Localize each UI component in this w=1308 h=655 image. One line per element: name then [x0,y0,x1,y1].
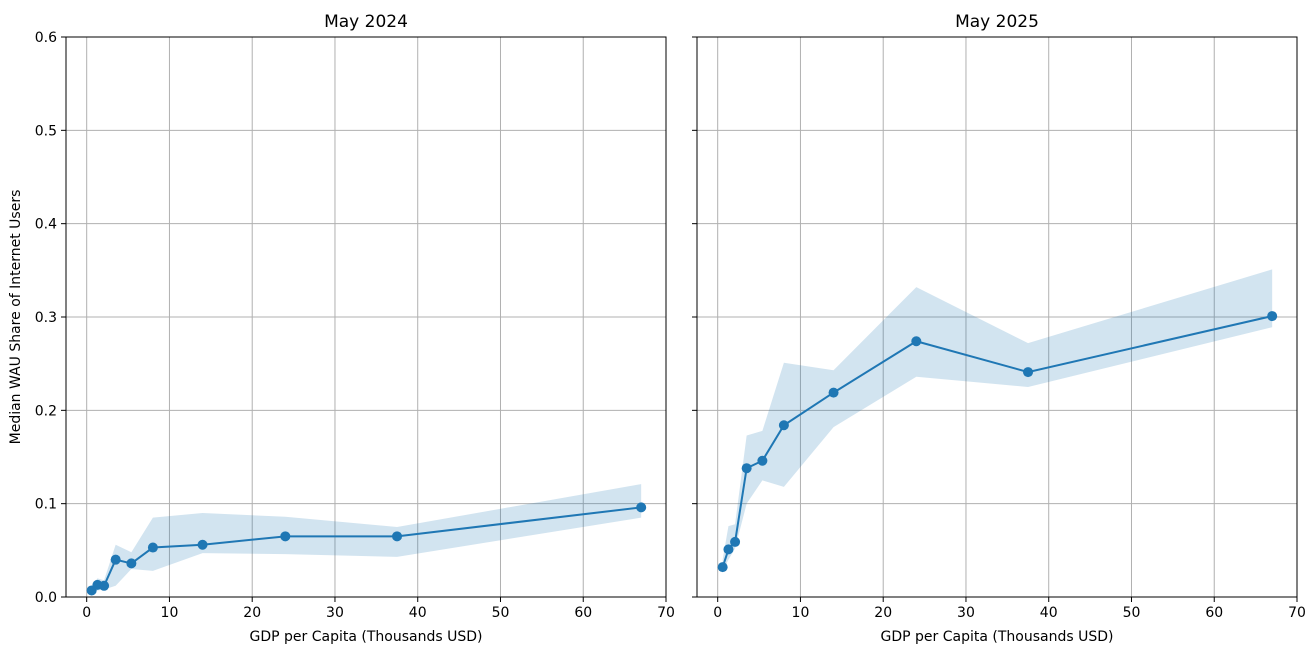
confidence-band [91,484,642,595]
x-tick-label: 50 [1123,605,1141,621]
data-point [636,502,647,513]
y-tick-label: 0.5 [35,123,57,139]
data-point [911,336,922,347]
data-point [126,558,137,569]
data-point [741,463,752,474]
x-tick-label: 0 [713,605,722,621]
data-point [110,554,121,565]
x-axis-label: GDP per Capita (Thousands USD) [881,629,1114,645]
x-tick-label: 30 [957,605,975,621]
y-tick-label: 0.0 [35,590,57,606]
x-tick-label: 50 [492,605,510,621]
x-tick-label: 30 [326,605,344,621]
x-tick-label: 10 [161,605,179,621]
data-point [723,544,734,555]
data-point [730,536,741,547]
x-tick-label: 60 [574,605,592,621]
x-tick-label: 40 [1040,605,1058,621]
data-point [197,539,208,550]
data-point [717,562,728,573]
data-point [1023,367,1034,378]
x-tick-label: 20 [874,605,892,621]
y-tick-label: 0.2 [35,403,57,419]
data-point [778,420,789,431]
x-tick-label: 60 [1205,605,1223,621]
y-tick-label: 0.4 [35,217,57,233]
x-axis-label: GDP per Capita (Thousands USD) [250,629,483,645]
x-tick-label: 40 [409,605,427,621]
data-point [392,531,403,542]
x-tick-label: 0 [82,605,91,621]
x-tick-label: 10 [792,605,810,621]
data-point [828,387,839,398]
panel-may-2024: 0 10 20 30 40 50 60 70 0.0 0.1 0.2 0.3 0.4 0.5 0.6 May … [8,12,675,645]
x-tick-label: 70 [657,605,675,621]
y-tick-label: 0.1 [35,497,57,513]
x-tick-label: 70 [1288,605,1306,621]
data-point [757,455,768,466]
panel-may-2025: 0 10 20 30 40 50 60 70 May 2025 GDP per Capita (T… [692,12,1306,645]
data-point [1267,311,1278,322]
confidence-band [722,269,1273,571]
y-axis-label: Median WAU Share of Internet Users [8,190,24,445]
panel-title: May 2025 [955,12,1039,32]
data-point [99,580,110,591]
data-point [147,542,158,553]
x-tick-label: 20 [243,605,261,621]
panel-title: May 2024 [324,12,408,32]
data-point [280,531,291,542]
y-tick-label: 0.6 [35,30,57,46]
y-tick-label: 0.3 [35,310,57,326]
